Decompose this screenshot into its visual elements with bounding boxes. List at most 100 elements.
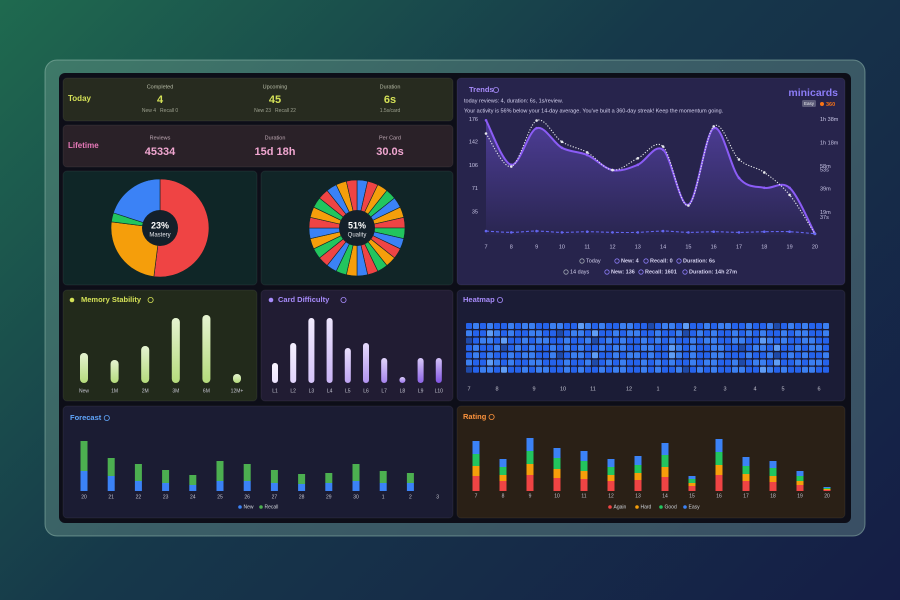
heatmap-cell: [536, 366, 542, 373]
heatmap-cell: [606, 344, 612, 351]
heatmap-cell: [543, 366, 549, 373]
stacked-bar-segment: [80, 471, 88, 491]
line-point: [636, 157, 640, 160]
heatmap-cell: [823, 352, 829, 359]
heatmap-cell: [634, 359, 640, 366]
stacked-bar-segment: [270, 483, 278, 491]
heatmap-cell: [704, 330, 710, 337]
title-icon: [69, 297, 75, 303]
heatmap-cell: [774, 337, 780, 344]
legend-swatch: [608, 505, 612, 509]
heatmap-cell: [578, 359, 584, 366]
heatmap-cell: [480, 352, 486, 359]
x-tick-label: 28: [299, 494, 305, 500]
bar-sheen: [435, 358, 442, 383]
stacked-bar-segment: [499, 467, 507, 475]
heatmap-cell: [557, 352, 563, 359]
heatmap-cell: [662, 366, 668, 373]
heatmap-cell: [767, 359, 773, 366]
x-tick-label: L9: [418, 388, 424, 394]
heatmap-cell: [711, 352, 717, 359]
stat-value: 45: [269, 94, 281, 106]
heatmap-cell: [781, 330, 787, 337]
heatmap-cell: [802, 330, 808, 337]
heatmap-cell: [571, 323, 577, 329]
heatmap-cell: [648, 344, 654, 351]
heatmap-cell: [466, 344, 472, 351]
heatmap-cell: [676, 352, 682, 359]
heatmap-cell: [767, 323, 773, 329]
heatmap-cell: [473, 344, 479, 351]
line-point: [585, 230, 589, 234]
section-title: Lifetime: [68, 141, 99, 150]
line-point: [611, 168, 614, 172]
heatmap-cell: [550, 352, 556, 359]
heatmap-cell: [669, 330, 675, 337]
heatmap-cell: [543, 359, 549, 366]
heatmap-cell: [522, 330, 528, 337]
heatmap-cell: [648, 359, 654, 366]
stacked-bar-segment: [742, 474, 750, 481]
y-tick-label: 71: [472, 186, 478, 192]
heatmap-cell: [592, 352, 598, 359]
heatmap-cell: [788, 344, 794, 351]
heatmap-cell: [711, 330, 717, 337]
heatmap-cell: [473, 330, 479, 337]
x-tick-label: 6M: [203, 388, 210, 394]
x-tick-label: New: [79, 388, 89, 394]
heatmap-cell: [788, 352, 794, 359]
heatmap-cell: [767, 344, 773, 351]
x-tick-label: L2: [290, 388, 296, 394]
heatmap-cell: [543, 344, 549, 351]
stacked-bar-segment: [107, 458, 115, 476]
heatmap-cell: [788, 330, 794, 337]
legend-item: Good: [665, 504, 677, 510]
heatmap-cell: [725, 330, 731, 337]
x-tick-label: 18: [770, 493, 776, 499]
heatmap-cell: [473, 366, 479, 373]
heatmap-cell: [564, 330, 570, 337]
heatmap-cell: [676, 359, 682, 366]
heatmap-cell: [725, 337, 731, 344]
month-label: 7: [467, 386, 470, 392]
heatmap-cell: [732, 352, 738, 359]
y-tick-label: 35: [472, 210, 478, 216]
heatmap-cell: [662, 330, 668, 337]
stacked-bar-segment: [661, 467, 669, 477]
heatmap-cell: [585, 323, 591, 329]
info-icon: [496, 296, 503, 303]
donut-hole: [142, 210, 178, 246]
heatmap-cell: [634, 366, 640, 373]
legend-item: Duration: 14h 27m: [689, 269, 737, 275]
stacked-bar-segment: [769, 461, 777, 468]
x-tick-label: 20: [824, 493, 830, 499]
stacked-bar-segment: [634, 456, 642, 465]
panel-title: Memory Stability: [81, 295, 142, 304]
stacked-bar-segment: [499, 475, 507, 481]
heatmap-cell: [487, 352, 493, 359]
stacked-bar-segment: [325, 473, 333, 483]
heatmap-cell: [578, 323, 584, 329]
heatmap-cell: [732, 366, 738, 373]
heatmap-cell: [536, 344, 542, 351]
heatmap-cell: [669, 352, 675, 359]
heatmap-cell: [725, 352, 731, 359]
heatmap-cell: [578, 330, 584, 337]
line-point: [661, 145, 665, 148]
x-tick-label: 14: [662, 493, 668, 499]
month-label: 1: [656, 386, 659, 392]
line-point: [712, 125, 715, 128]
heatmap-cell: [487, 337, 493, 344]
heatmap-cell: [641, 330, 647, 337]
heatmap-cell: [508, 323, 514, 329]
heatmap-cell: [683, 330, 689, 337]
line-point: [535, 119, 538, 122]
heatmap-cell: [606, 366, 612, 373]
line-point: [788, 186, 791, 190]
heatmap-cell: [795, 337, 801, 344]
heatmap-cell: [515, 344, 521, 351]
heatmap-cell: [683, 344, 689, 351]
x-tick-label: 10: [559, 244, 565, 250]
heatmap-cell: [592, 330, 598, 337]
